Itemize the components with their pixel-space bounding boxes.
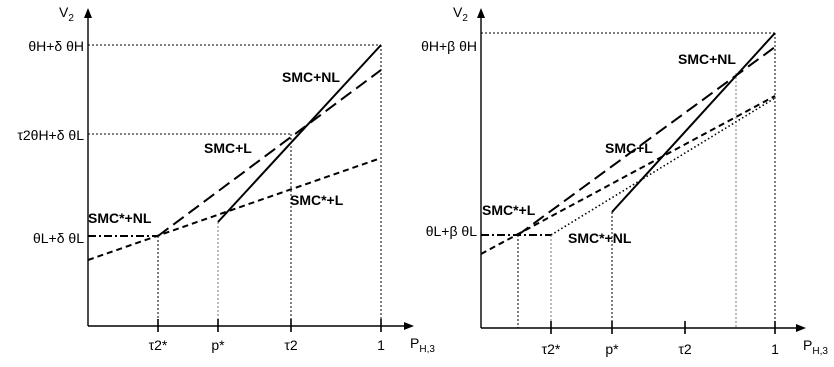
right-y-title: V2	[453, 4, 468, 24]
left-x-arrow	[404, 322, 414, 330]
left-xtick-tau2star: τ2*	[149, 337, 168, 353]
left-ylabel-top: θH+δ θH	[28, 38, 84, 54]
left-curve-smc-l	[157, 69, 382, 237]
left-curve-smc-star-l	[87, 157, 382, 261]
right-xtick-pstar: p*	[605, 341, 619, 357]
right-ylabel-low: θL+β θL	[426, 223, 477, 239]
left-xtick-pstar: p*	[211, 337, 225, 353]
right-xtick-tau2star: τ2*	[542, 341, 561, 357]
right-label-smc-nl: SMC+NL	[678, 51, 736, 67]
left-x-title: PH,3	[410, 335, 435, 355]
right-xtick-1: 1	[771, 341, 779, 357]
left-label-smc-l: SMC+L	[204, 140, 252, 156]
right-x-title: PH,3	[803, 337, 828, 357]
left-label-smc-star-l: SMC*+L	[290, 192, 344, 208]
left-curve-smc-nl	[217, 44, 382, 223]
left-ylabel-low: θL+δ θL	[33, 230, 84, 246]
right-ylabel-top: θH+β θH	[421, 38, 477, 54]
left-panel: V2 PH,3 θH+δ θH τ2θH+δ θL θL+δ θL τ2* p*…	[17, 4, 435, 355]
right-label-smc-star-nl: SMC*+NL	[568, 230, 632, 246]
right-curve-smc-star-nl	[550, 97, 776, 236]
left-y-title: V2	[59, 4, 74, 24]
right-y-arrow	[477, 8, 485, 18]
left-xtick-tau2: τ2	[284, 337, 298, 353]
left-label-smc-star-nl: SMC*+NL	[88, 210, 152, 226]
right-label-smc-l: SMC+L	[605, 140, 653, 156]
right-label-smc-star-l: SMC*+L	[482, 202, 536, 218]
left-xtick-1: 1	[377, 337, 385, 353]
left-ylabel-mid: τ2θH+δ θL	[17, 127, 84, 143]
right-x-arrow	[796, 324, 806, 332]
right-xtick-tau2: τ2	[678, 341, 692, 357]
left-label-smc-nl: SMC+NL	[282, 69, 340, 85]
right-curve-smc-l	[517, 46, 776, 236]
left-y-arrow	[84, 8, 92, 18]
right-panel: V2 PH,3 θH+β θH θL+β θL τ2* p* τ2 1 SMC+…	[421, 4, 828, 357]
right-curve-smc-star-l	[480, 95, 776, 255]
right-curve-smc-nl	[611, 32, 776, 213]
